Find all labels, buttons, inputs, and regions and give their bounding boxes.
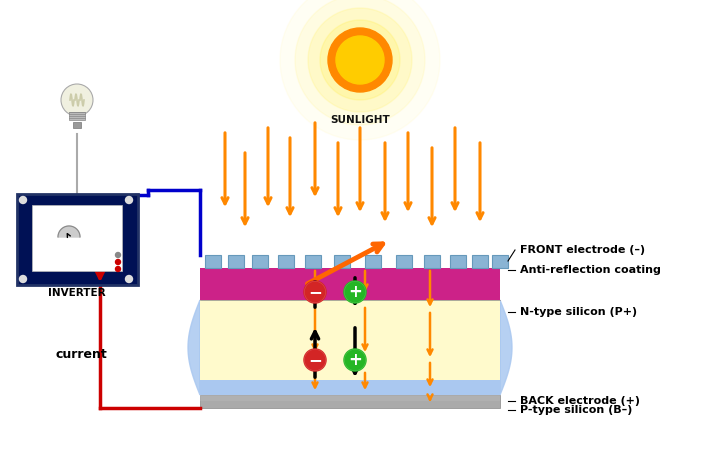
Circle shape [116, 253, 121, 257]
Bar [334, 255, 350, 268]
Bar [450, 255, 466, 268]
Circle shape [295, 0, 425, 125]
Text: BACK electrode (+): BACK electrode (+) [520, 396, 640, 406]
Circle shape [280, 0, 440, 140]
Circle shape [304, 281, 326, 303]
Text: FRONT electrode (–): FRONT electrode (–) [520, 245, 645, 255]
Circle shape [330, 30, 390, 90]
Circle shape [328, 28, 392, 92]
Bar [252, 255, 268, 268]
Bar [200, 395, 500, 408]
Text: Anti-reflection coating: Anti-reflection coating [520, 265, 661, 275]
Bar [73, 122, 81, 128]
Circle shape [19, 197, 26, 203]
Text: +: + [348, 283, 362, 301]
Bar [492, 255, 508, 268]
Circle shape [320, 20, 400, 100]
Circle shape [116, 259, 121, 264]
Circle shape [344, 281, 366, 303]
Circle shape [126, 275, 132, 283]
Circle shape [61, 84, 93, 116]
Polygon shape [188, 300, 200, 395]
Circle shape [336, 36, 384, 84]
Text: N-type silicon (P+): N-type silicon (P+) [520, 307, 637, 317]
Bar [32, 205, 122, 271]
Circle shape [344, 349, 366, 371]
Bar [200, 395, 500, 401]
Text: current: current [55, 348, 107, 362]
Circle shape [344, 281, 366, 303]
Circle shape [116, 266, 121, 272]
Bar [205, 255, 221, 268]
Circle shape [308, 8, 412, 112]
Text: INVERTER: INVERTER [48, 288, 106, 298]
Bar [200, 300, 500, 380]
Text: −: − [308, 283, 322, 301]
Bar [200, 380, 500, 395]
Bar [305, 255, 321, 268]
Circle shape [126, 197, 132, 203]
Bar [424, 255, 440, 268]
Circle shape [304, 349, 326, 371]
Text: −: − [308, 351, 322, 369]
Circle shape [19, 275, 26, 283]
Circle shape [344, 349, 366, 371]
Bar [278, 255, 294, 268]
Bar [200, 268, 500, 300]
Bar [396, 255, 412, 268]
Circle shape [304, 349, 326, 371]
Circle shape [304, 281, 326, 303]
Text: P-type silicon (B–): P-type silicon (B–) [520, 405, 632, 415]
Polygon shape [58, 226, 80, 237]
Bar [228, 255, 244, 268]
Bar [69, 112, 85, 120]
FancyBboxPatch shape [16, 193, 137, 284]
Bar [365, 255, 381, 268]
Polygon shape [500, 300, 512, 395]
Text: +: + [348, 351, 362, 369]
Text: SUNLIGHT: SUNLIGHT [330, 115, 390, 125]
Bar [472, 255, 488, 268]
